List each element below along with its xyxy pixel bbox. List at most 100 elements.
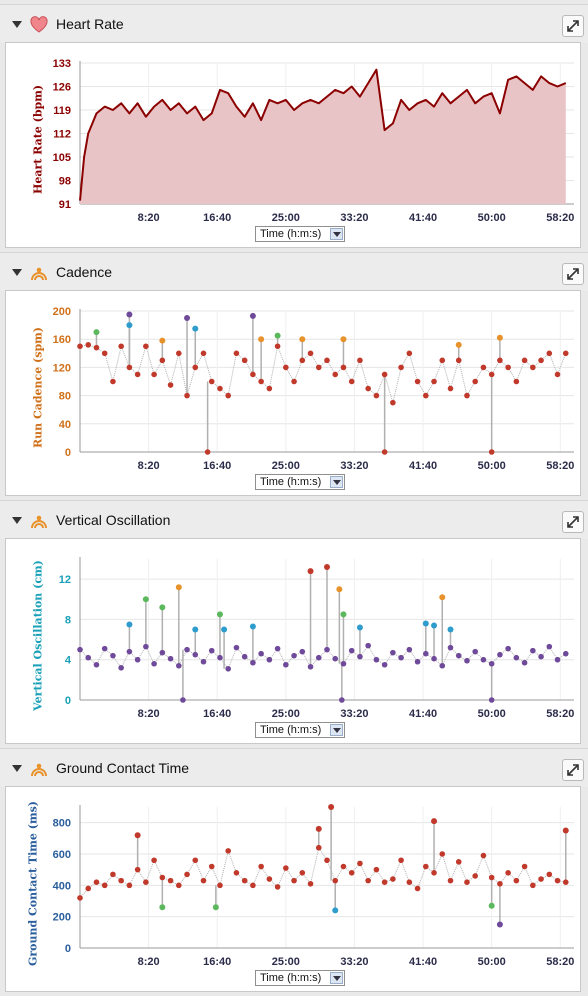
x-tick-label: 25:00: [272, 212, 300, 224]
x-axis-select[interactable]: Time (h:m:s): [255, 474, 345, 490]
data-point: [562, 879, 569, 885]
data-point: [85, 885, 92, 892]
data-point: [307, 880, 314, 887]
y-tick-label: 160: [53, 334, 71, 346]
panel-title: Ground Contact Time: [56, 760, 190, 776]
data-point: [283, 364, 289, 371]
data-point: [110, 378, 116, 385]
data-point: [340, 660, 347, 667]
collapse-toggle-icon[interactable]: [12, 21, 22, 28]
panel-header[interactable]: Vertical Oscillation: [0, 500, 588, 539]
data-point: [406, 879, 413, 885]
data-point: [192, 857, 199, 864]
data-point: [208, 647, 215, 654]
x-axis-select[interactable]: Time (h:m:s): [255, 722, 345, 738]
panel-header[interactable]: Cadence: [0, 252, 588, 291]
highlight-point: [439, 594, 446, 601]
panel-header[interactable]: Heart Rate: [0, 4, 588, 43]
data-point: [233, 644, 240, 651]
data-point: [200, 350, 207, 357]
data-point: [488, 697, 495, 703]
y-tick-label: 200: [53, 912, 71, 924]
data-point: [423, 650, 429, 657]
data-point: [143, 879, 149, 885]
series-connector: [79, 846, 566, 899]
expand-button[interactable]: [562, 263, 584, 285]
data-point: [159, 649, 166, 656]
y-tick-label: 126: [53, 82, 71, 94]
data-point: [439, 662, 446, 669]
data-point: [184, 646, 190, 653]
x-tick-label: 41:40: [409, 708, 437, 720]
data-point: [291, 378, 297, 385]
data-point: [447, 385, 454, 392]
x-axis-select[interactable]: Time (h:m:s): [255, 970, 345, 986]
highlight-point: [216, 611, 223, 618]
highlight-point: [249, 312, 256, 319]
expand-button[interactable]: [562, 511, 584, 533]
y-tick-label: 600: [53, 849, 71, 861]
data-point: [233, 350, 240, 357]
data-point: [431, 870, 437, 876]
data-point: [315, 844, 322, 851]
highlight-point: [332, 907, 339, 914]
chevron-down-icon: [330, 228, 343, 240]
data-point: [497, 651, 503, 658]
x-tick-label: 16:40: [203, 708, 231, 720]
data-point: [513, 378, 520, 385]
highlight-point: [307, 568, 314, 575]
data-point: [208, 863, 215, 870]
cadence-panel: Cadence Run Cadence (spm) 0 40 80 120 160 200…: [0, 252, 588, 500]
data-point: [258, 863, 264, 870]
vertical-oscillation-panel: Vertical Oscillation Vertical Oscillatio…: [0, 500, 588, 748]
collapse-toggle-icon[interactable]: [12, 517, 22, 524]
x-axis-select-label: Time (h:m:s): [260, 228, 322, 240]
chart-body: Ground Contact Time (ms) 0 200 400 600 800 8:…: [5, 786, 581, 992]
collapse-toggle-icon[interactable]: [12, 765, 22, 772]
data-point: [159, 357, 166, 364]
data-point: [184, 871, 190, 878]
x-tick-label: 8:20: [138, 212, 160, 224]
data-point: [126, 882, 133, 889]
data-point: [180, 697, 186, 703]
data-point: [299, 357, 306, 364]
x-tick-label: 25:00: [272, 460, 300, 472]
x-axis-select-label: Time (h:m:s): [260, 724, 322, 736]
highlight-point: [142, 596, 149, 603]
expand-button[interactable]: [562, 759, 584, 781]
data-point: [167, 655, 174, 662]
data-point: [200, 658, 207, 665]
data-point: [176, 882, 182, 889]
data-point: [85, 654, 92, 661]
data-point: [562, 650, 569, 657]
data-point: [480, 656, 487, 663]
data-point: [365, 385, 371, 392]
chevron-down-icon: [330, 724, 343, 736]
data-point: [357, 860, 363, 867]
y-tick-label: 80: [59, 391, 71, 403]
heart-rate-line: [79, 68, 567, 201]
data-point: [340, 863, 347, 870]
x-axis-select[interactable]: Time (h:m:s): [255, 226, 345, 242]
x-tick-label: 25:00: [272, 956, 300, 968]
data-point: [217, 654, 223, 661]
data-point: [390, 649, 396, 656]
expand-button[interactable]: [562, 15, 584, 37]
data-point: [176, 350, 182, 357]
highlight-point: [192, 325, 199, 332]
x-tick-label: 8:20: [138, 956, 160, 968]
y-tick-label: 112: [53, 129, 71, 141]
y-tick-label: 119: [53, 105, 71, 117]
x-tick-label: 41:40: [409, 460, 437, 472]
y-tick-label: 0: [65, 447, 71, 459]
highlight-point: [328, 804, 335, 810]
data-point: [217, 385, 223, 392]
data-point: [266, 656, 273, 663]
x-tick-label: 8:20: [138, 460, 160, 472]
highlight-point: [340, 336, 347, 343]
panel-header[interactable]: Ground Contact Time: [0, 748, 588, 787]
x-tick-label: 50:00: [478, 212, 506, 224]
highlight-point: [159, 604, 166, 611]
collapse-toggle-icon[interactable]: [12, 269, 22, 276]
y-tick-label: 400: [53, 880, 71, 892]
